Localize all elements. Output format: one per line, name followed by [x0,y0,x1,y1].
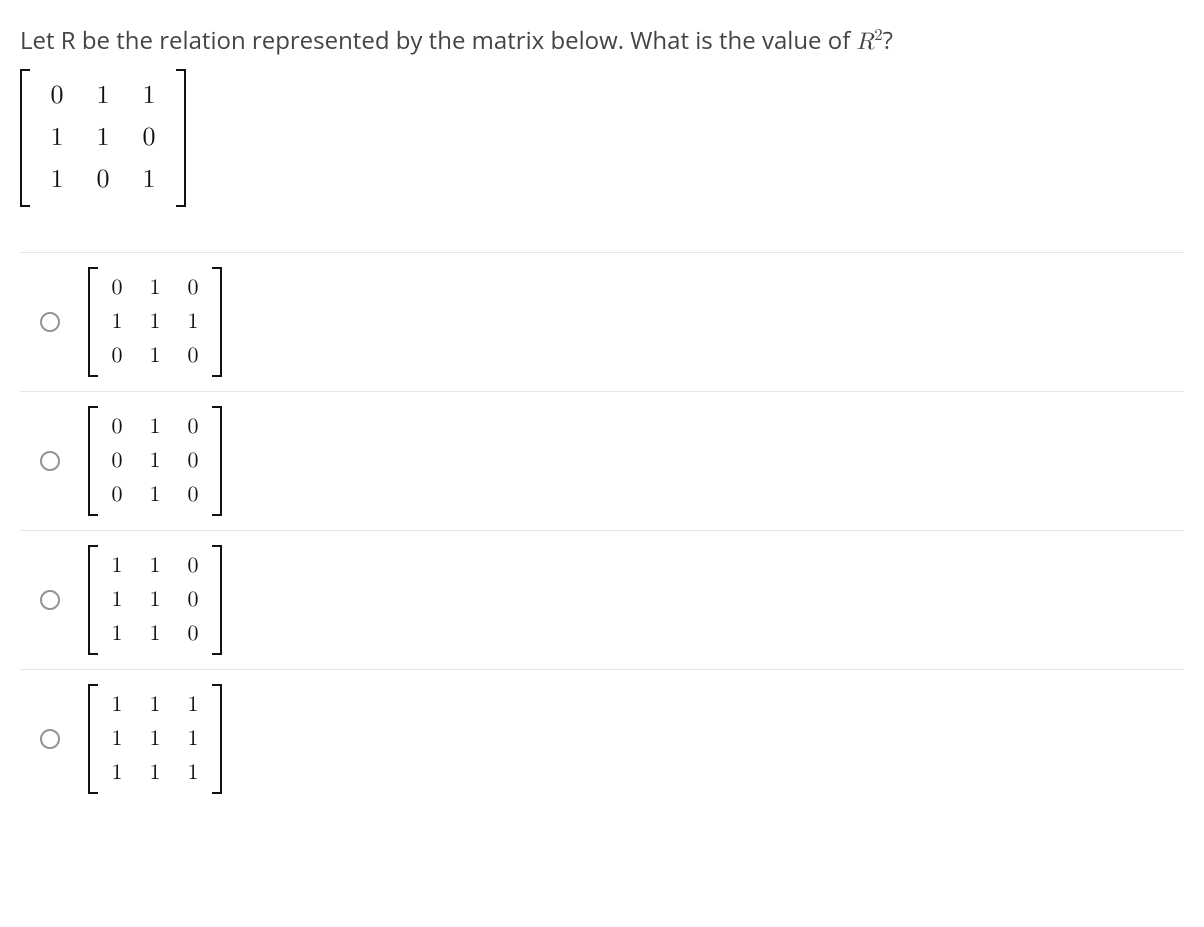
matrix-cell: 0 [174,549,212,583]
matrix-cell: 1 [98,549,136,583]
matrix-cell: 1 [98,617,136,651]
matrix-cell: 1 [136,271,174,305]
question-prefix: Let R be the relation represented by the… [20,24,857,57]
radio-icon[interactable] [40,451,60,471]
matrix-cell: 0 [80,159,126,201]
option-3-matrix: 110 110 110 [88,545,222,655]
option-matrix-table: 110 110 110 [98,549,212,651]
option-matrix-table: 111 111 111 [98,688,212,790]
given-matrix-table: 0 1 1 1 1 0 1 0 1 [34,75,172,201]
radio-icon[interactable] [40,312,60,332]
matrix-cell: 1 [136,549,174,583]
matrix-cell: 1 [80,75,126,117]
matrix-cell: 1 [136,756,174,790]
matrix-cell: 0 [174,339,212,373]
matrix-cell: 1 [136,305,174,339]
question-text: Let R be the relation represented by the… [20,24,1184,57]
option-4[interactable]: 111 111 111 [20,669,1184,808]
option-4-matrix: 111 111 111 [88,684,222,794]
given-matrix: 0 1 1 1 1 0 1 0 1 [20,69,186,207]
matrix-cell: 1 [126,159,172,201]
matrix-cell: 0 [174,583,212,617]
matrix-cell: 0 [174,271,212,305]
matrix-cell: 1 [136,410,174,444]
matrix-cell: 1 [136,583,174,617]
matrix-cell: 1 [98,722,136,756]
matrix-cell: 1 [34,117,80,159]
matrix-cell: 1 [136,478,174,512]
matrix-cell: 1 [174,688,212,722]
matrix-cell: 1 [136,688,174,722]
matrix-cell: 0 [34,75,80,117]
matrix-cell: 0 [98,339,136,373]
matrix-cell: 1 [174,722,212,756]
options-list: 010 111 010 010 010 010 110 11 [20,252,1184,808]
matrix-cell: 0 [174,617,212,651]
radio-icon[interactable] [40,729,60,749]
matrix-cell: 0 [98,444,136,478]
matrix-cell: 0 [126,117,172,159]
question-math: R2 [857,30,883,54]
matrix-cell: 0 [98,410,136,444]
matrix-cell: 1 [136,617,174,651]
matrix-cell: 1 [126,75,172,117]
matrix-cell: 0 [174,410,212,444]
question-page: Let R be the relation represented by the… [0,0,1204,848]
option-1-matrix: 010 111 010 [88,267,222,377]
option-matrix-table: 010 010 010 [98,410,212,512]
matrix-cell: 1 [136,722,174,756]
matrix-row: 1 1 0 [34,117,172,159]
matrix-cell: 1 [174,756,212,790]
matrix-cell: 1 [98,305,136,339]
matrix-cell: 1 [98,583,136,617]
option-1[interactable]: 010 111 010 [20,252,1184,391]
radio-icon[interactable] [40,590,60,610]
option-2[interactable]: 010 010 010 [20,391,1184,530]
matrix-cell: 1 [34,159,80,201]
matrix-cell: 0 [98,478,136,512]
matrix-cell: 1 [136,444,174,478]
option-3[interactable]: 110 110 110 [20,530,1184,669]
matrix-cell: 0 [98,271,136,305]
option-matrix-table: 010 111 010 [98,271,212,373]
matrix-cell: 0 [174,444,212,478]
matrix-row: 0 1 1 [34,75,172,117]
matrix-cell: 1 [98,688,136,722]
matrix-cell: 0 [174,478,212,512]
question-suffix: ? [883,24,893,57]
matrix-cell: 1 [136,339,174,373]
matrix-row: 1 0 1 [34,159,172,201]
matrix-cell: 1 [98,756,136,790]
matrix-cell: 1 [174,305,212,339]
option-2-matrix: 010 010 010 [88,406,222,516]
matrix-cell: 1 [80,117,126,159]
